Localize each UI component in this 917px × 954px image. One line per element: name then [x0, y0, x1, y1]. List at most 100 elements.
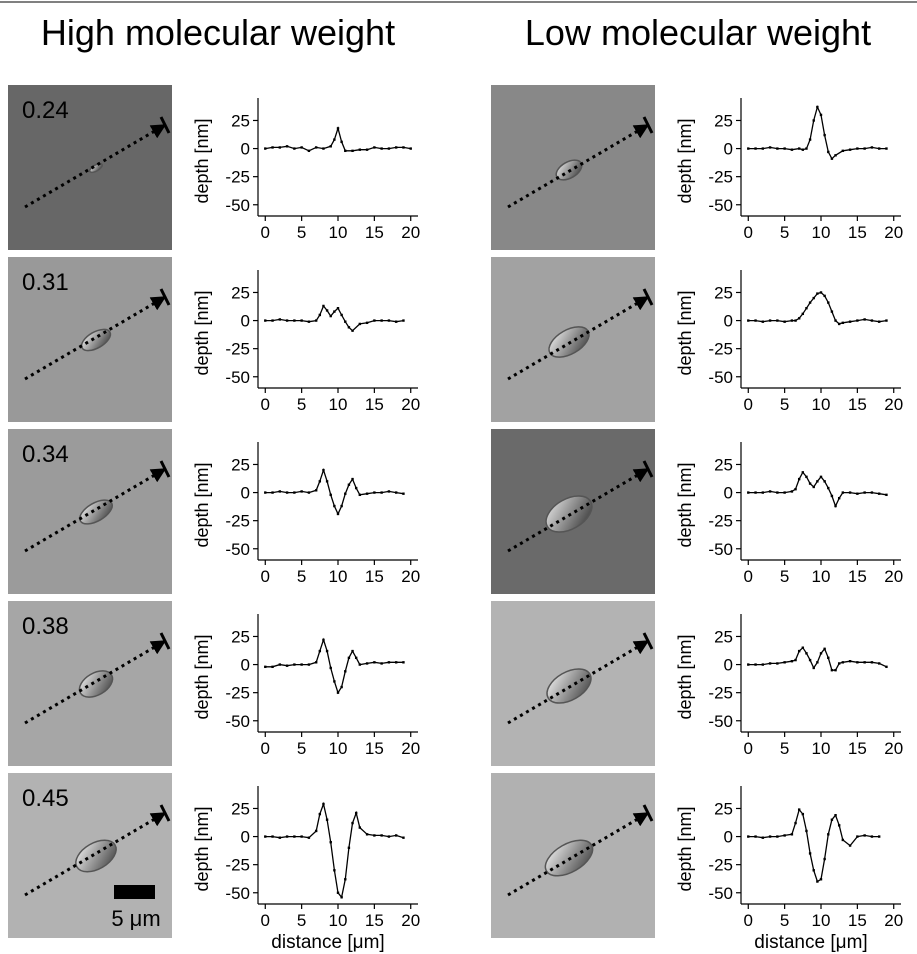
- profile-arrow: [24, 123, 167, 209]
- data-point: [394, 320, 398, 323]
- row-label-0.31: 0.31: [22, 269, 69, 296]
- data-point: [848, 320, 852, 323]
- profile-arrow: [507, 295, 650, 381]
- data-point: [870, 491, 874, 494]
- y-tick-label: 0: [724, 828, 733, 847]
- x-tick-label: 10: [329, 223, 348, 242]
- data-point: [776, 662, 779, 665]
- data-point: [351, 649, 354, 653]
- x-axis-label: distance [μm]: [271, 932, 384, 953]
- data-point: [365, 148, 369, 151]
- data-point: [747, 319, 750, 322]
- data-point: [823, 857, 826, 861]
- data-point: [365, 492, 369, 495]
- x-tick-label: 10: [812, 567, 831, 586]
- x-tick-label: 20: [884, 739, 903, 758]
- column-title-low: Low molecular weight: [525, 12, 871, 53]
- data-point: [278, 836, 282, 839]
- depth-profile-plots: 25 0 -25 -50 0 5 10 15 20 depth [nm] 25 0 -25 -50 0 5 10…: [192, 98, 903, 953]
- data-point: [819, 652, 823, 655]
- data-point: [402, 146, 405, 149]
- data-point: [285, 664, 289, 667]
- data-point: [344, 492, 347, 495]
- data-point: [358, 826, 362, 829]
- data-point: [877, 662, 881, 665]
- depth-profile-low-4: 25 0 -25 -50 0 5 10 15 20 depth [nm]: [675, 614, 903, 758]
- depth-profile-line: [265, 304, 404, 332]
- data-point: [830, 668, 834, 672]
- data-point: [761, 836, 765, 839]
- data-point: [816, 880, 819, 883]
- data-point: [344, 670, 347, 673]
- depth-profile-high-4: 25 0 -25 -50 0 5 10 15 20 depth [nm]: [192, 614, 420, 758]
- data-point: [358, 663, 362, 666]
- scale-bar: [114, 885, 155, 899]
- data-point: [797, 477, 801, 481]
- profile-arrow-end-tick: [642, 460, 654, 478]
- row-label-0.34: 0.34: [22, 441, 69, 468]
- data-point: [837, 496, 841, 500]
- data-point: [264, 491, 267, 494]
- y-axis-label: depth [nm]: [192, 290, 212, 375]
- y-axis-label: depth [nm]: [675, 806, 695, 891]
- x-tick-label: 10: [812, 223, 831, 242]
- data-point: [333, 869, 336, 872]
- data-point: [834, 814, 837, 817]
- image-tile-high-2: [8, 257, 172, 422]
- y-tick-label: 25: [714, 799, 733, 818]
- y-tick-label: -25: [708, 512, 733, 531]
- y-tick-label: -50: [225, 712, 250, 731]
- x-tick-label: 15: [848, 567, 867, 586]
- x-tick-label: 5: [297, 739, 306, 758]
- data-point: [307, 149, 311, 153]
- data-point: [863, 834, 866, 837]
- data-point: [856, 319, 859, 322]
- data-point: [264, 319, 267, 322]
- data-point: [819, 878, 823, 881]
- data-point: [318, 313, 322, 317]
- data-point: [794, 658, 797, 662]
- x-tick-label: 10: [329, 911, 348, 930]
- data-point: [402, 492, 405, 495]
- data-point: [387, 147, 391, 150]
- image-tile-low-2: [491, 257, 655, 422]
- data-point: [278, 490, 282, 493]
- x-tick-label: 20: [884, 911, 903, 930]
- y-tick-label: 0: [724, 484, 733, 503]
- y-tick-label: 0: [241, 484, 250, 503]
- data-point: [801, 646, 805, 649]
- x-tick-label: 0: [261, 911, 270, 930]
- image-tile-high-3: [8, 429, 172, 594]
- x-tick-label: 20: [401, 567, 420, 586]
- y-tick-label: -50: [708, 540, 733, 559]
- y-tick-label: -25: [708, 340, 733, 359]
- data-point: [314, 661, 318, 664]
- data-point: [885, 665, 888, 669]
- depth-profile-high-3: 25 0 -25 -50 0 5 10 15 20 depth [nm]: [192, 442, 420, 586]
- data-point: [848, 148, 852, 151]
- y-tick-label: -50: [225, 368, 250, 387]
- data-point: [856, 661, 859, 664]
- data-point: [856, 492, 859, 495]
- x-tick-label: 10: [329, 739, 348, 758]
- depth-profile-high-2: 25 0 -25 -50 0 5 10 15 20 depth [nm]: [192, 270, 420, 414]
- data-point: [885, 493, 888, 497]
- image-tile-low-3: [491, 429, 655, 594]
- data-point: [801, 812, 805, 816]
- data-point: [783, 147, 786, 150]
- data-point: [340, 504, 343, 508]
- data-point: [293, 835, 296, 838]
- data-point: [768, 146, 772, 149]
- data-point: [351, 821, 354, 825]
- data-point: [387, 319, 391, 322]
- data-point: [812, 119, 815, 122]
- data-point: [808, 301, 812, 304]
- x-tick-label: 0: [261, 395, 270, 414]
- x-tick-label: 20: [884, 395, 903, 414]
- image-tile-low-5: [491, 773, 655, 938]
- data-point: [380, 147, 383, 150]
- data-point: [307, 320, 311, 323]
- data-point: [819, 475, 823, 479]
- data-point: [293, 319, 296, 322]
- data-point: [816, 105, 819, 109]
